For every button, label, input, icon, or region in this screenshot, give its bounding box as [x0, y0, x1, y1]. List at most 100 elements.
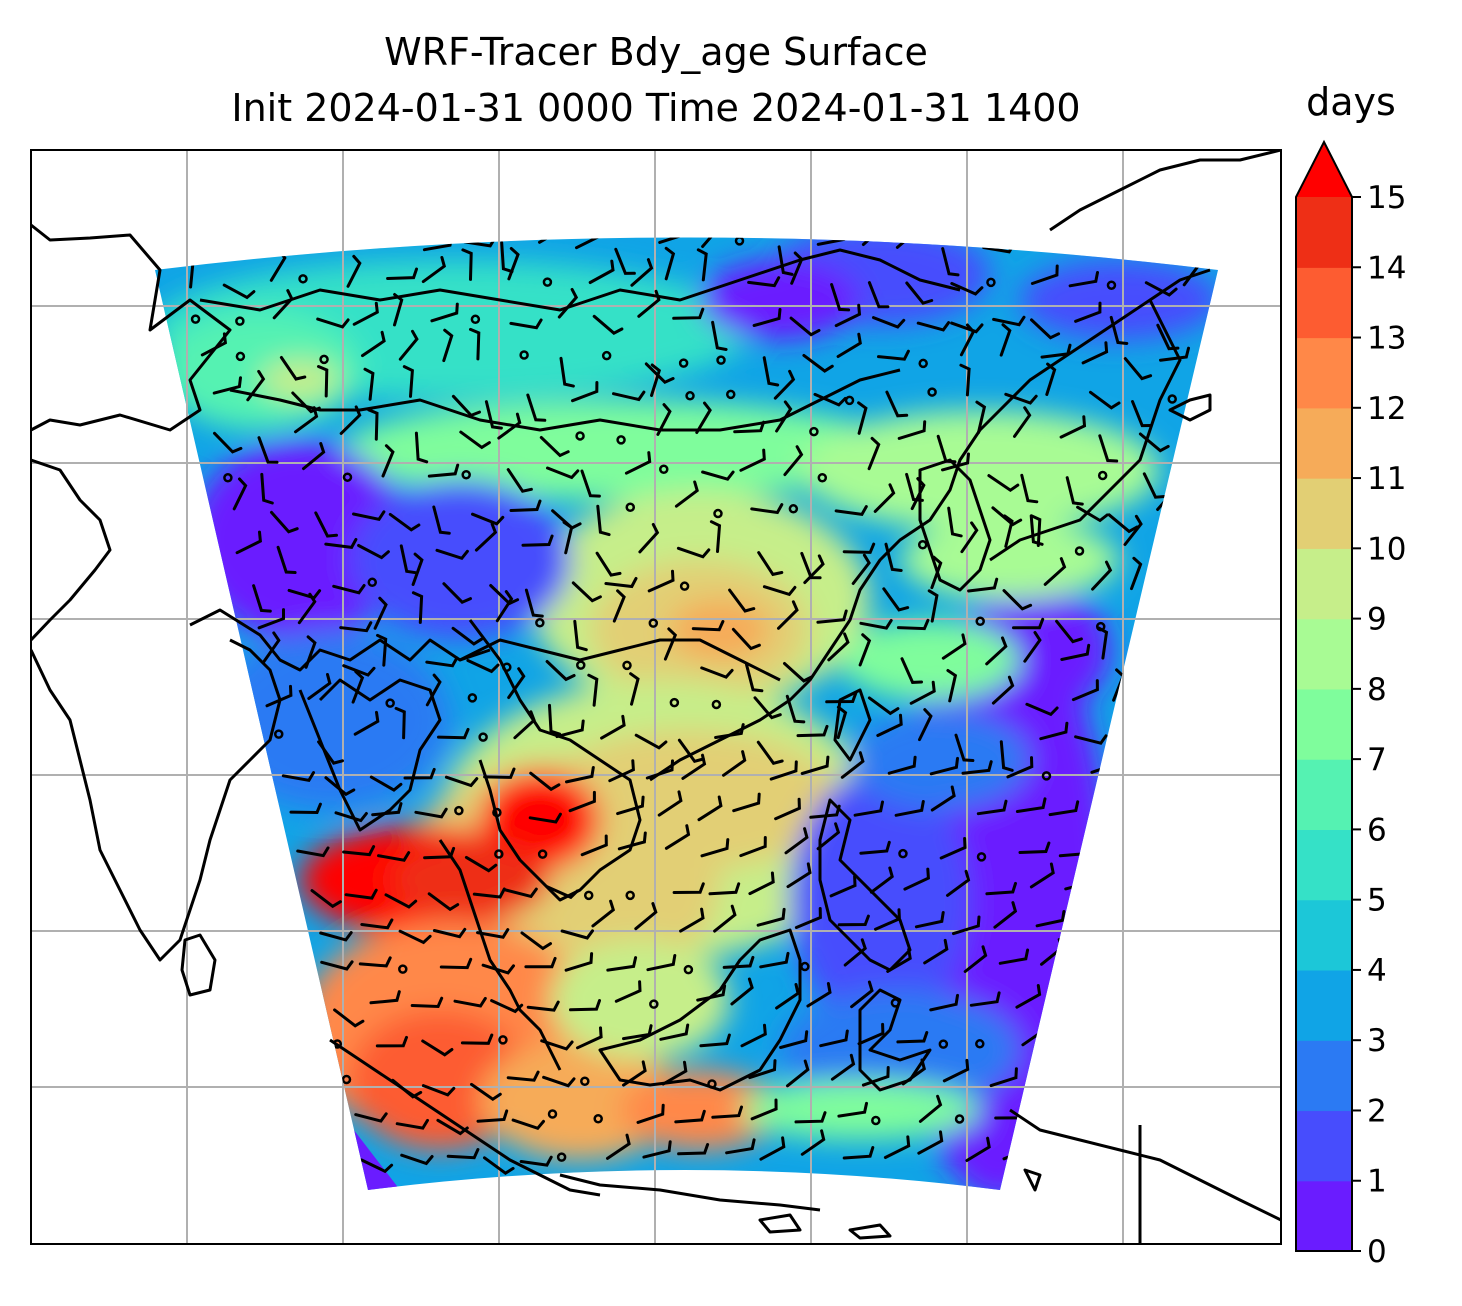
wind-barb: [691, 620, 725, 632]
wind-barb: [265, 684, 293, 708]
calm-wind-marker: [986, 277, 996, 288]
colorbar-outline: [1295, 139, 1353, 1252]
wind-barb: [1098, 434, 1119, 463]
wind-barb: [310, 889, 342, 909]
calm-wind-marker: [223, 473, 233, 483]
wind-barb: [711, 320, 728, 351]
wind-barb: [836, 332, 862, 358]
wind-barb: [657, 790, 683, 817]
calm-wind-marker: [809, 426, 819, 437]
calm-wind-marker: [461, 470, 471, 480]
wind-barb: [442, 582, 472, 604]
wind-barb: [1089, 390, 1121, 410]
wind-barb: [857, 1022, 885, 1046]
calm-wind-marker: [679, 581, 690, 591]
calm-wind-marker: [601, 350, 612, 361]
calm-wind-marker: [716, 355, 726, 365]
wind-barb: [470, 1082, 502, 1102]
wind-barb: [469, 327, 481, 361]
wind-barb: [642, 1140, 672, 1159]
wind-barb: [414, 431, 429, 464]
wind-barb: [894, 800, 925, 817]
wind-barb: [677, 1143, 710, 1156]
wind-barb: [545, 660, 576, 682]
calm-wind-marker: [800, 961, 810, 972]
wind-barb: [963, 945, 988, 973]
wind-barb: [905, 281, 934, 305]
wind-barb: [800, 1129, 826, 1156]
wind-barb: [279, 356, 307, 381]
wind-barb: [526, 1000, 560, 1012]
wind-barb: [291, 391, 321, 414]
wind-barb: [606, 1133, 631, 1160]
wind-barb: [540, 1039, 574, 1051]
wind-barb: [752, 308, 782, 327]
wind-barb: [740, 1023, 767, 1048]
calm-wind-marker: [593, 1114, 603, 1124]
wind-barb: [246, 369, 266, 402]
wind-barb: [896, 618, 930, 631]
coast-japan: [989, 299, 1182, 562]
wind-barb: [794, 1111, 827, 1124]
wind-barb: [1057, 237, 1081, 249]
wind-barb: [573, 619, 588, 652]
wind-barb: [587, 673, 599, 707]
wind-barb: [696, 248, 708, 282]
colorbar-segment: [1296, 618, 1352, 690]
wind-barb: [701, 237, 722, 248]
wind-barb: [352, 510, 386, 521]
wind-barb: [1065, 476, 1084, 506]
wind-barb: [658, 237, 687, 244]
wind-barb: [837, 914, 870, 927]
wind-barb: [695, 401, 712, 434]
wind-barb: [959, 363, 971, 397]
calm-wind-marker: [685, 391, 695, 401]
wind-barb: [1039, 721, 1069, 741]
wind-barb: [959, 323, 976, 357]
wind-barb: [342, 845, 376, 857]
coast-india: [31, 223, 232, 432]
wind-barb: [916, 321, 951, 332]
wind-barb: [576, 1026, 603, 1050]
wind-barb: [357, 544, 390, 560]
wind-barb: [784, 827, 809, 855]
wind-barb: [775, 983, 800, 1010]
calm-wind-marker: [871, 1115, 881, 1126]
wind-barb: [402, 365, 414, 398]
wind-barb: [709, 520, 722, 553]
wind-barb: [425, 656, 459, 668]
wind-barb: [506, 1070, 540, 1082]
wind-barb: [439, 957, 473, 970]
wind-barb: [1003, 514, 1014, 548]
wind-barb: [421, 1039, 454, 1057]
wind-barb: [580, 469, 601, 498]
wind-barb: [432, 927, 467, 939]
calm-wind-marker: [683, 964, 694, 975]
wind-barb: [361, 330, 386, 358]
wind-barb: [398, 329, 419, 361]
wind-barb: [1074, 734, 1108, 745]
wind-barb: [1048, 800, 1080, 817]
wind-barb: [1006, 756, 1034, 779]
wind-barb: [867, 281, 890, 309]
calm-wind-marker: [734, 237, 745, 246]
wind-barb: [711, 1105, 743, 1119]
wind-barb: [942, 1058, 970, 1083]
wind-barb: [634, 902, 658, 931]
wind-barb: [622, 1060, 647, 1087]
coast-new-guinea: [1009, 1108, 1281, 1222]
wind-barb: [952, 915, 981, 936]
wind-barb: [395, 1118, 429, 1130]
wind-barb: [1156, 323, 1180, 351]
wind-barb: [393, 293, 404, 327]
wind-barb: [853, 800, 884, 817]
wind-barb: [713, 904, 737, 933]
calm-wind-marker: [1074, 546, 1085, 556]
wind-barb: [557, 287, 579, 319]
wind-barb: [842, 542, 876, 554]
wind-barb: [1097, 626, 1109, 660]
wind-barb: [526, 393, 547, 422]
wind-barb: [414, 807, 448, 819]
wind-barb: [495, 590, 514, 623]
